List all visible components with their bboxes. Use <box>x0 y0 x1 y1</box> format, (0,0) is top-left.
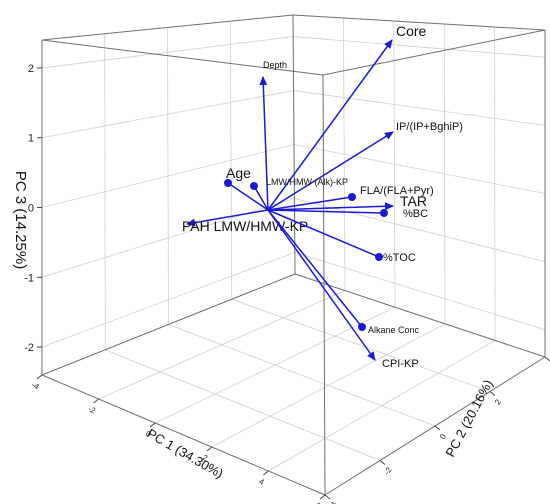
x-tick-label: -4 <box>30 380 41 392</box>
loading-vector <box>186 209 269 227</box>
y-tick-mark <box>324 494 331 500</box>
y-tick-label: 0 <box>438 432 448 441</box>
left-wall-gridline-z <box>41 144 295 208</box>
loading-vector <box>227 182 269 211</box>
loading-vector <box>259 76 269 211</box>
loading-vector <box>267 209 380 258</box>
loading-vector <box>267 209 385 214</box>
z-tick-label: -2 <box>24 342 34 354</box>
x-tick-mark <box>93 398 99 404</box>
loading-point <box>358 323 366 331</box>
cube-edge <box>322 29 546 76</box>
floor-gridline-y <box>231 298 491 392</box>
y-tick-label: 2 <box>493 397 503 406</box>
left-wall-gridline-z <box>41 198 295 278</box>
vector-label: IP/(IP+BghiP) <box>396 121 463 133</box>
vector-label: %TOC <box>383 252 416 264</box>
vector-label: Depth <box>263 60 287 70</box>
x-tick-mark <box>206 446 213 452</box>
z-tick-label: -1 <box>24 272 34 284</box>
back-wall-gridline-z <box>294 252 546 331</box>
cube-edge <box>41 273 296 376</box>
left-wall-gridline-z <box>41 90 294 139</box>
vector-label: TAR <box>400 193 427 209</box>
x-axis-title: PC 1 (34.30%) <box>145 426 226 482</box>
cube-edge <box>41 39 324 76</box>
cube-edge <box>292 14 296 275</box>
vector-label: Alkane Conc <box>368 325 420 335</box>
y-tick-mark <box>489 391 496 396</box>
cube-edge <box>294 273 546 358</box>
loading-point <box>250 182 258 190</box>
vector-label: FLA/(FLA+Pyr) <box>360 185 434 197</box>
z-axis-title: PC 3 (14.25%) <box>12 171 29 269</box>
tick-layer: -4 -2 0 2 4 6 -4 -2 0 2 4 -2 -1 0 1 2 <box>24 63 550 504</box>
frame-layer <box>41 14 546 496</box>
x-tick-label: 0 <box>144 429 153 439</box>
x-tick-label: 6 <box>314 501 323 504</box>
back-wall-gridline-z <box>294 198 546 263</box>
loading-point <box>224 179 232 187</box>
y-tick-mark <box>544 356 550 362</box>
loading-vector <box>253 185 269 211</box>
vector-label: Age <box>226 165 251 181</box>
loading-point <box>380 209 388 217</box>
loading-vector <box>267 202 394 211</box>
x-tick-mark <box>149 422 156 428</box>
vector-label: %BC <box>403 208 428 220</box>
vector-label: Core <box>396 23 427 39</box>
loading-vector <box>267 131 394 211</box>
y-axis-title: PC 2 (20.16%) <box>442 377 495 459</box>
cube-edge <box>41 14 294 41</box>
y-tick-label: -2 <box>382 465 394 476</box>
loading-vector <box>267 209 376 361</box>
z-tick-label: 1 <box>28 133 34 145</box>
back-wall-gridline-z <box>293 144 546 194</box>
y-tick-mark <box>379 460 386 465</box>
left-wall-gridline-z <box>41 36 294 69</box>
y-tick-label: -4 <box>327 500 339 504</box>
back-wall-gridline-z <box>293 36 546 58</box>
back-wall-gridline-z <box>293 90 546 126</box>
z-tick-label: 0 <box>28 203 34 215</box>
x-tick-mark <box>36 374 43 380</box>
y-tick-mark <box>434 425 441 431</box>
loading-vector <box>267 196 353 211</box>
cube-edge <box>41 374 326 496</box>
loading-point <box>348 193 356 201</box>
grid-layer <box>41 17 546 472</box>
x-tick-label: 4 <box>257 477 266 487</box>
x-tick-label: -2 <box>87 404 98 416</box>
x-tick-label: 2 <box>201 453 210 463</box>
vector-label: PAH LMW/HMW-KP <box>182 218 308 234</box>
x-tick-mark <box>319 494 326 500</box>
loading-vector <box>267 209 363 328</box>
cube-edge <box>292 14 546 31</box>
vector-layer: Core Depth IP/(IP+BghiP) Age LMW/HMW (Alk)-K… <box>182 23 463 370</box>
loading-point <box>375 253 383 261</box>
floor-gridline-y <box>168 324 436 427</box>
vector-label: CPI-KP <box>382 358 419 370</box>
vector-label: LMW/HMW (Alk)-KP <box>266 177 348 187</box>
left-wall-gridline-z <box>41 252 295 348</box>
cube-edge <box>322 74 326 496</box>
y-tick-label: 4 <box>548 363 550 372</box>
x-tick-mark <box>263 470 269 476</box>
loading-vector <box>267 39 393 211</box>
floor-gridline-y <box>105 349 381 461</box>
z-tick-label: 2 <box>28 63 34 75</box>
